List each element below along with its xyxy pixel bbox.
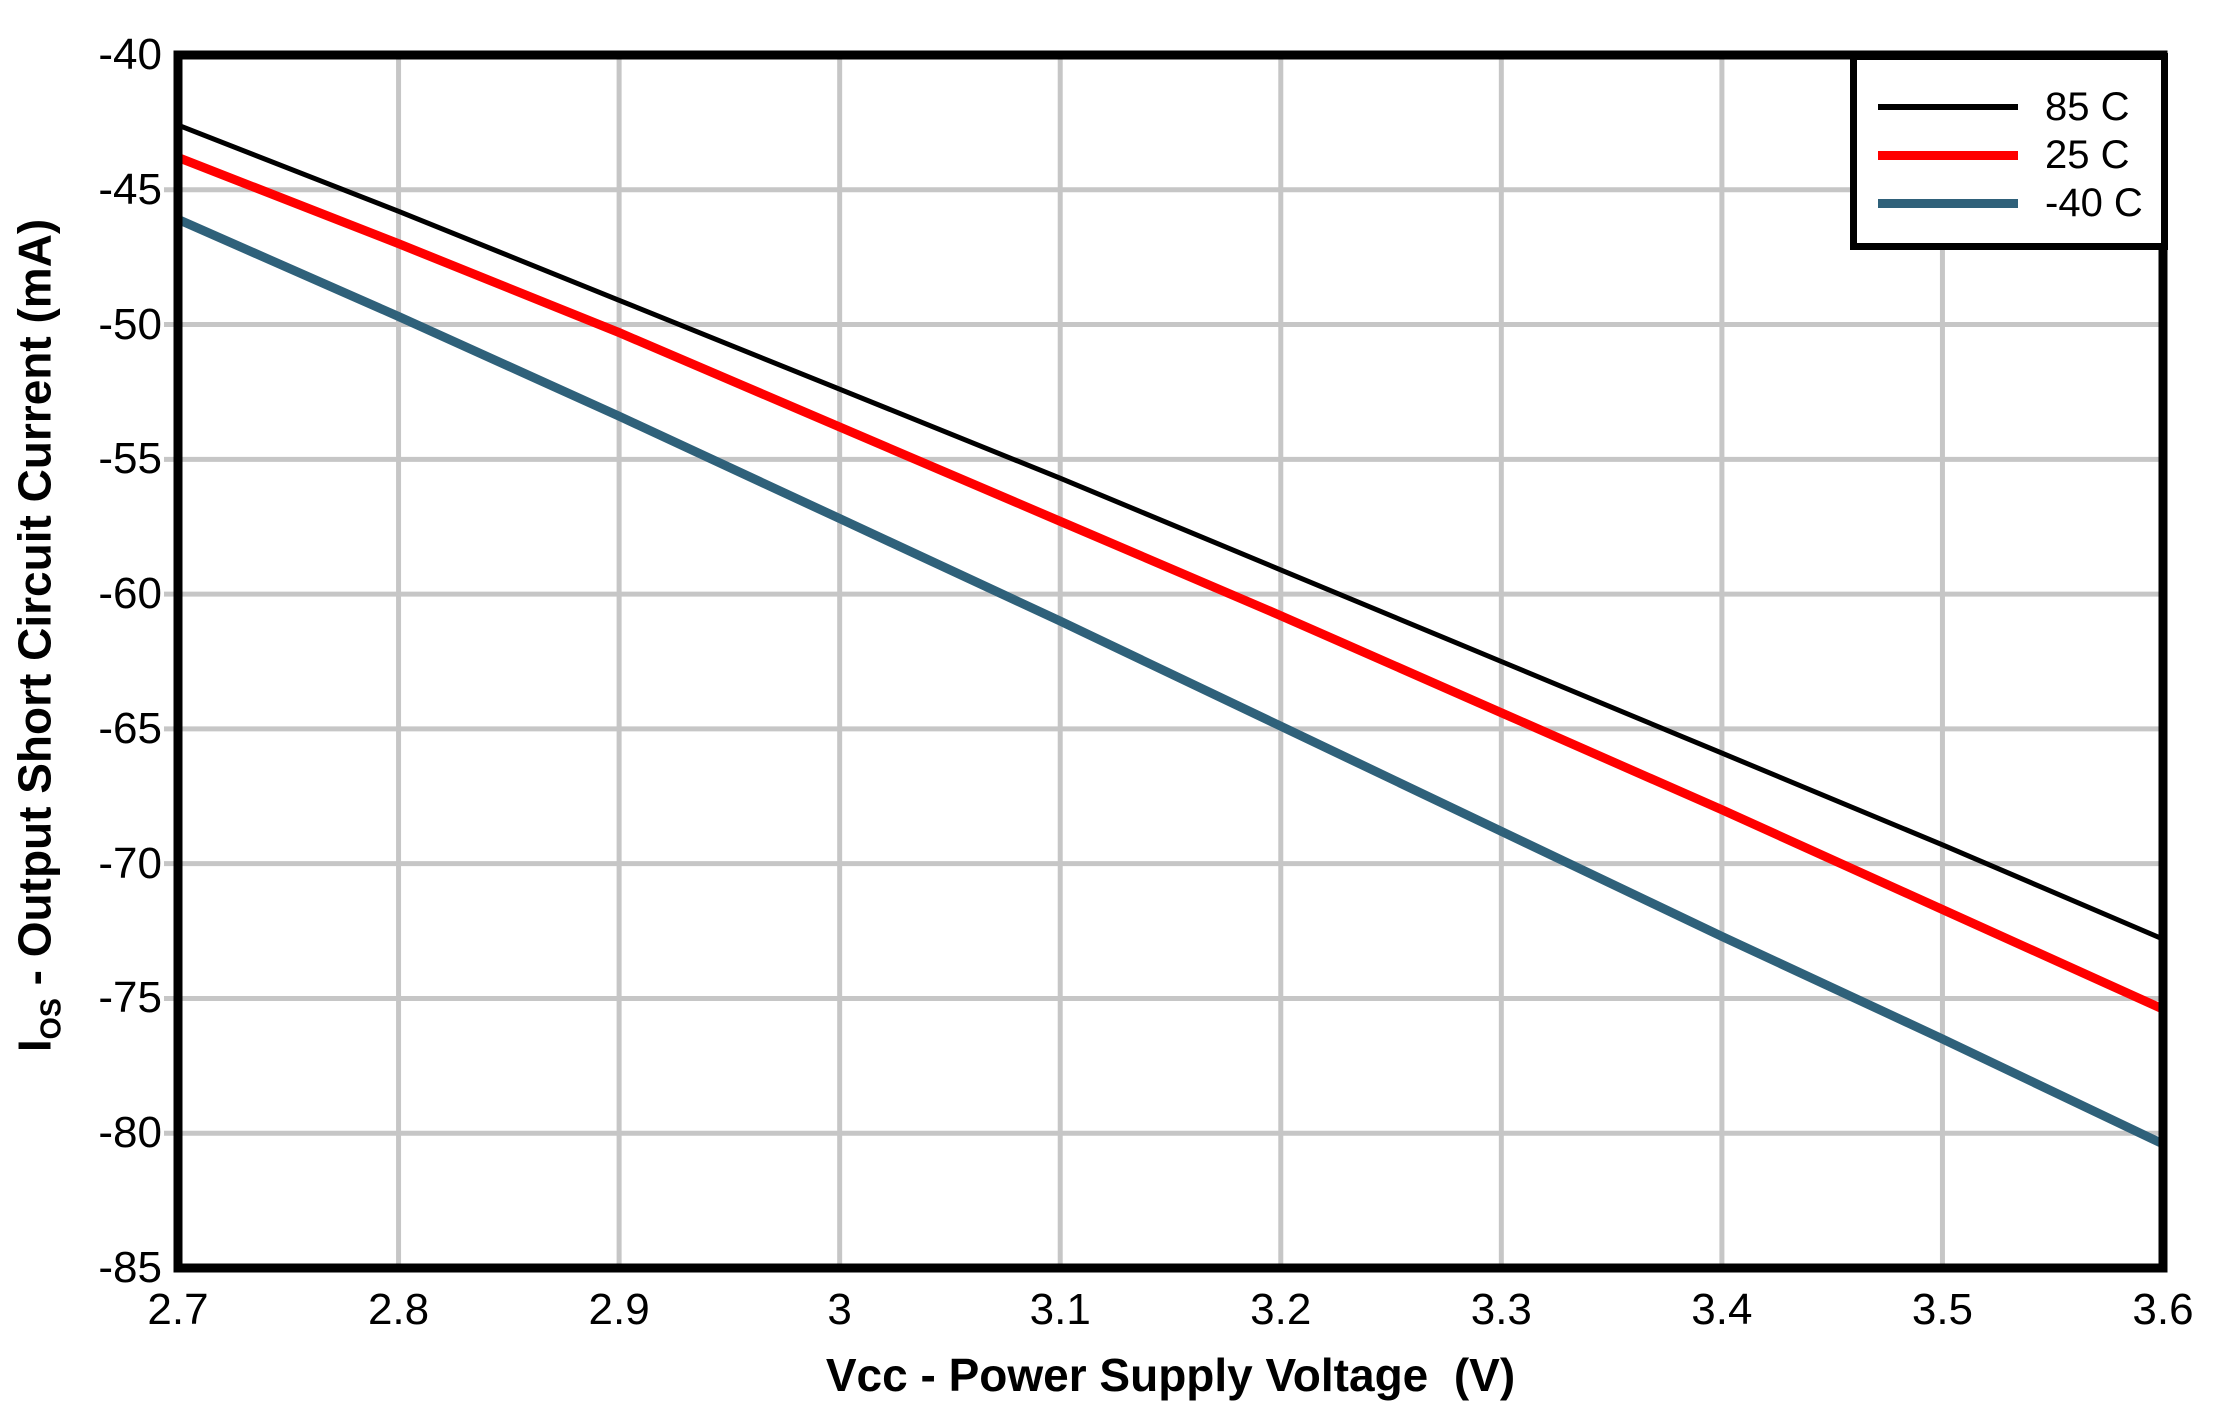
x-tick-label: 3.1 (1029, 1285, 1091, 1334)
legend-line-swatch-25c (1878, 150, 2018, 160)
x-tick-label: 3.3 (1470, 1285, 1532, 1334)
y-axis-title-subscript: OS (35, 998, 68, 1040)
y-tick-label: -50 (98, 299, 162, 349)
legend-label: -40 C (2045, 181, 2143, 225)
x-tick-label: 2.8 (367, 1285, 430, 1334)
y-tick-label: -55 (98, 434, 162, 484)
x-tick-label: 3.4 (1691, 1285, 1753, 1334)
legend-item: 85 C (1878, 87, 2161, 127)
y-tick-label: -40 (98, 30, 162, 79)
y-tick-label: -65 (98, 703, 162, 753)
y-axis-title-symbol: I (8, 1039, 61, 1053)
legend-line-swatch-minus40c (1878, 198, 2018, 208)
legend-item: -40 C (1878, 183, 2161, 223)
y-tick-label: -60 (98, 569, 162, 619)
y-tick-label: -80 (98, 1108, 162, 1158)
x-tick-label: 2.9 (588, 1285, 650, 1334)
y-tick-label: -45 (98, 164, 162, 214)
y-tick-label: -75 (98, 973, 162, 1023)
x-tick-label: 2.7 (147, 1285, 209, 1334)
legend-item: 25 C (1878, 135, 2161, 175)
x-tick-label: 3.5 (1911, 1285, 1974, 1334)
y-axis-title-text: - Output Short Circuit Current (mA) (8, 218, 61, 999)
y-axis-title: IOS - Output Short Circuit Current (mA) (0, 219, 123, 1103)
legend-label: 85 C (2045, 85, 2130, 129)
y-tick-label: -70 (98, 838, 162, 888)
y-tick-label: -85 (98, 1243, 162, 1292)
x-axis-title: Vcc - Power Supply Voltage (V) (825, 1349, 1516, 1401)
legend-label: 25 C (2045, 133, 2130, 177)
legend: 85 C 25 C -40 C (1850, 53, 2168, 250)
legend-line-swatch-85c (1878, 104, 2018, 110)
x-tick-label: 3.6 (2132, 1285, 2194, 1334)
x-tick-label: 3.2 (1250, 1285, 1312, 1334)
x-tick-label: 3 (827, 1285, 852, 1334)
